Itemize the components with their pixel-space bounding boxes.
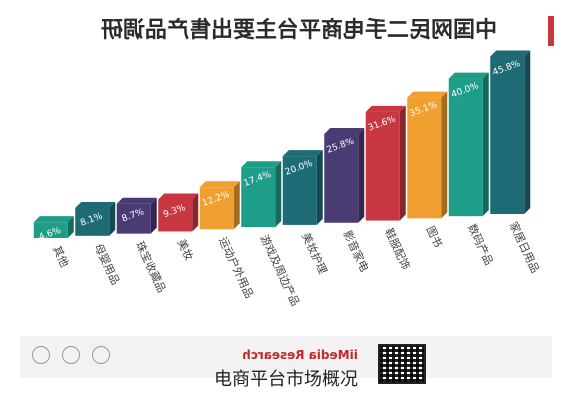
category-label: 美妆护理 (299, 230, 330, 276)
bar-top (324, 127, 365, 134)
bar-top (116, 197, 157, 204)
bar-top (365, 105, 406, 112)
category-label: 其他 (50, 244, 71, 269)
bar (116, 203, 151, 234)
bar-side (150, 197, 157, 234)
category-label: 家居日用品 (507, 219, 543, 275)
category-label: 珠宝收藏品 (133, 239, 169, 295)
copyright-icon (32, 346, 50, 364)
bar-side (482, 72, 489, 217)
bar-top (158, 193, 199, 200)
bar-top (407, 91, 448, 98)
source-name: iiMedia Research (242, 348, 358, 362)
bar-top (448, 72, 489, 79)
category-label: 鞋服配饰 (382, 226, 413, 272)
bar-side (109, 201, 116, 236)
bar (448, 78, 483, 217)
bar-side (316, 150, 323, 225)
category-label: 美妆 (175, 237, 196, 262)
bar-top (199, 181, 240, 188)
bar-top (490, 50, 531, 57)
bar (158, 199, 193, 232)
bar (33, 222, 68, 238)
bar-top (75, 201, 116, 208)
category-label: 游戏及周边产品 (258, 232, 303, 308)
category-label: 母婴用品 (92, 242, 122, 287)
bar (282, 156, 317, 225)
person-icon (62, 346, 80, 364)
bar-side (524, 50, 531, 215)
bar-top (241, 161, 282, 168)
bar (241, 167, 276, 228)
bar-side (233, 181, 240, 230)
bar-side (275, 161, 282, 228)
bar (199, 187, 234, 230)
bar-top (33, 216, 74, 223)
image-caption: 电商平台市场概况 (214, 369, 358, 390)
title-accent-bar (548, 16, 554, 46)
category-label: 数码产品 (465, 222, 496, 268)
bar-side (67, 216, 74, 238)
bar-side (441, 91, 448, 219)
bar-side (399, 105, 406, 221)
bar-side (358, 127, 365, 223)
qr-code (378, 344, 426, 384)
bar (75, 207, 110, 236)
cc-icon (92, 346, 110, 364)
category-label: 运动户外用品 (216, 235, 257, 301)
bar-top (282, 150, 323, 157)
bar-side (192, 193, 199, 232)
category-label: 图书 (424, 224, 445, 249)
bar (490, 56, 525, 215)
bar (407, 97, 442, 219)
category-label: 影音家电 (341, 228, 372, 274)
bar (365, 111, 400, 221)
bar (324, 133, 359, 223)
